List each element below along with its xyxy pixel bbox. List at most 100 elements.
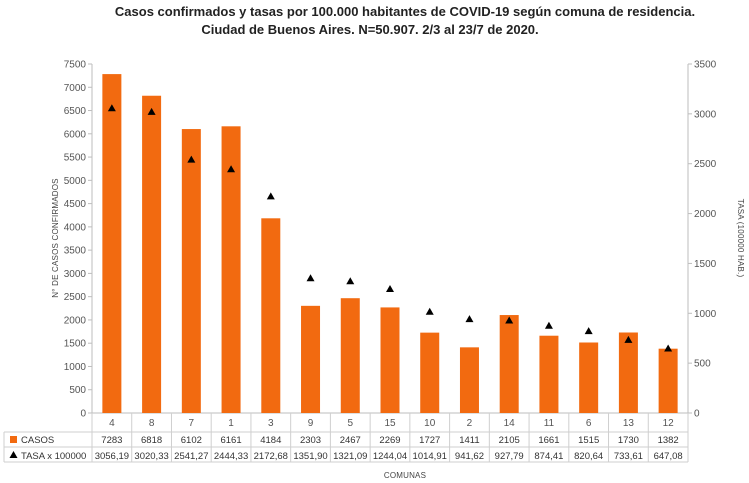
y-tick-label: 2500 (64, 292, 87, 303)
table-cell-casos: 1661 (538, 435, 559, 446)
x-tick-label: 12 (663, 418, 675, 429)
x-tick-label: 14 (504, 418, 516, 429)
tasa-marker (465, 315, 474, 323)
y2-tick-label: 1500 (694, 259, 717, 270)
tasa-marker (306, 274, 315, 282)
bar (142, 95, 162, 414)
bar (380, 307, 400, 413)
y2-tick-label: 2000 (694, 209, 717, 220)
table-cell-tasa: 2444,33 (214, 451, 248, 462)
bar (618, 332, 638, 413)
x-tick-label: 8 (149, 418, 155, 429)
tasa-marker (147, 107, 156, 115)
table-cell-tasa: 1014,91 (413, 451, 447, 462)
y-tick-label: 3500 (64, 246, 87, 257)
table-cell-tasa: 3056,19 (95, 451, 129, 462)
y-tick-label: 6000 (64, 129, 87, 140)
tasa-marker (664, 344, 673, 352)
y2-tick-label: 0 (694, 409, 700, 420)
y-tick-label: 7000 (64, 83, 87, 94)
legend-label-casos: CASOS (21, 435, 54, 446)
y-tick-label: 2000 (64, 315, 87, 326)
table-cell-tasa: 3020,33 (134, 451, 168, 462)
table-cell-tasa: 2541,27 (174, 451, 208, 462)
tasa-marker (227, 165, 236, 173)
bar (181, 129, 201, 414)
y2-tick-label: 500 (694, 359, 711, 370)
table-cell-casos: 2467 (340, 435, 361, 446)
table-cell-casos: 6161 (220, 435, 241, 446)
legend-swatch-casos (10, 436, 17, 443)
y-tick-label: 1000 (64, 362, 87, 373)
table-cell-casos: 6818 (141, 435, 162, 446)
bar (301, 305, 321, 413)
y-tick-label: 5500 (64, 153, 87, 164)
table-cell-casos: 1382 (658, 435, 679, 446)
bar (340, 298, 360, 413)
table-cell-tasa: 874,41 (534, 451, 563, 462)
y-tick-label: 5000 (64, 176, 87, 187)
y-axis-title: N° DE CASOS CONFIRMADOS (51, 178, 60, 297)
x-tick-label: 1 (228, 418, 234, 429)
legend-swatch-tasa (9, 451, 18, 458)
y-tick-label: 7500 (64, 60, 87, 71)
tasa-marker (107, 104, 116, 112)
tasa-marker (544, 321, 553, 329)
bar (420, 332, 440, 413)
y-tick-label: 4500 (64, 199, 87, 210)
y2-tick-label: 1000 (694, 309, 717, 320)
x-tick-label: 4 (109, 418, 115, 429)
x-tick-label: 5 (347, 418, 353, 429)
x-tick-label: 13 (623, 418, 635, 429)
bar (102, 74, 122, 414)
table-cell-casos: 1515 (578, 435, 599, 446)
table-cell-casos: 2105 (499, 435, 520, 446)
table-cell-tasa: 733,61 (614, 451, 643, 462)
x-tick-label: 3 (268, 418, 274, 429)
table-cell-casos: 1411 (459, 435, 479, 446)
bar (459, 347, 479, 413)
y-tick-label: 6500 (64, 106, 87, 117)
x-tick-label: 11 (544, 418, 555, 429)
table-cell-casos: 1727 (419, 435, 440, 446)
bar (579, 342, 599, 413)
x-axis-title: COMUNAS (384, 471, 426, 480)
x-tick-label: 6 (586, 418, 592, 429)
tasa-marker (266, 192, 275, 200)
table-cell-tasa: 647,08 (654, 451, 683, 462)
legend-label-tasa: TASA x 100000 (21, 451, 86, 462)
y-tick-label: 0 (80, 409, 86, 420)
y-tick-label: 3000 (64, 269, 87, 280)
bar (499, 315, 519, 413)
y-tick-label: 4000 (64, 222, 87, 233)
x-tick-label: 15 (384, 418, 396, 429)
table-cell-tasa: 927,79 (495, 451, 524, 462)
x-tick-label: 2 (467, 418, 473, 429)
y2-axis-title: TASA (100000 HAB.) (736, 199, 745, 278)
y2-tick-label: 3500 (694, 60, 717, 71)
table-cell-tasa: 1321,09 (333, 451, 367, 462)
y-tick-label: 500 (69, 385, 86, 396)
bar (261, 218, 281, 413)
bar (658, 348, 678, 413)
table-cell-tasa: 1244,04 (373, 451, 407, 462)
table-cell-casos: 2269 (379, 435, 400, 446)
table-cell-tasa: 2172,68 (254, 451, 288, 462)
tasa-marker (584, 327, 593, 335)
bar (221, 126, 241, 413)
tasa-marker (425, 307, 434, 315)
x-tick-label: 9 (308, 418, 314, 429)
tasa-marker (386, 284, 394, 292)
y2-tick-label: 3000 (694, 109, 717, 120)
table-cell-tasa: 820,64 (574, 451, 603, 462)
y2-tick-label: 2500 (694, 159, 717, 170)
x-tick-label: 10 (424, 418, 436, 429)
tasa-marker (187, 155, 196, 163)
table-cell-tasa: 1351,90 (293, 451, 327, 462)
table-cell-casos: 6102 (181, 435, 202, 446)
bar (539, 335, 559, 413)
table-cell-casos: 4184 (260, 435, 281, 446)
tasa-marker (624, 335, 633, 343)
tasa-marker (346, 277, 355, 285)
